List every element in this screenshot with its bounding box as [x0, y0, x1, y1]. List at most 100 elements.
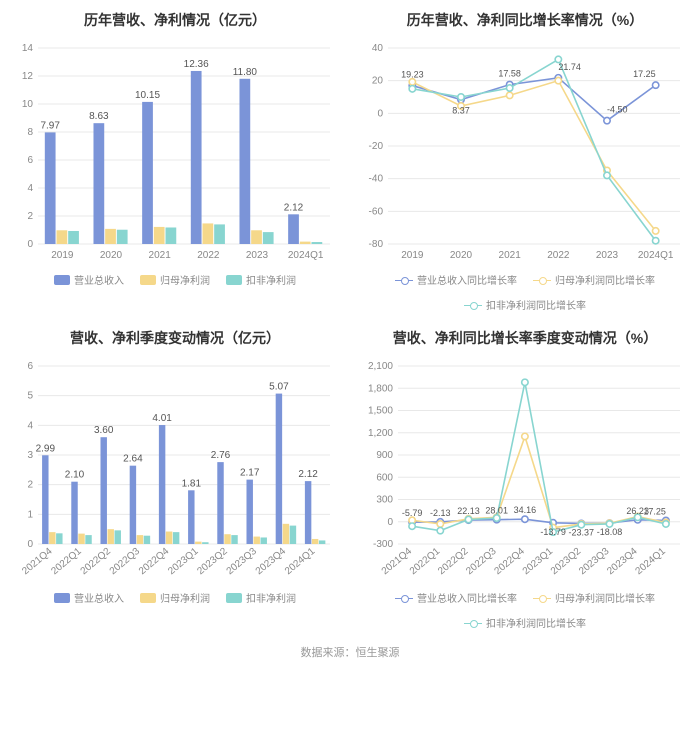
- svg-text:8.63: 8.63: [89, 111, 109, 122]
- chart3-svg-wrap: 01234562021Q42.992022Q12.102022Q23.60202…: [8, 356, 342, 586]
- svg-text:28.01: 28.01: [485, 506, 508, 516]
- svg-text:2020: 2020: [450, 250, 473, 261]
- legend-item: 归母净利润同比增长率: [533, 272, 655, 287]
- svg-text:40: 40: [372, 43, 384, 54]
- chart1-legend: 营业总收入 归母净利润 扣非净利润: [8, 272, 342, 287]
- legend-label: 归母净利润: [160, 590, 210, 605]
- svg-text:2024Q1: 2024Q1: [638, 250, 674, 261]
- legend-swatch-line: [533, 275, 551, 285]
- legend-swatch-rect: [226, 593, 242, 603]
- svg-text:2.64: 2.64: [123, 454, 143, 465]
- legend-item: 扣非净利润: [226, 272, 296, 287]
- chart3-title: 营收、净利季度变动情况（亿元）: [8, 328, 342, 348]
- panel-annual-growth: 历年营收、净利同比增长率情况（%） -80-60-40-200204020192…: [350, 0, 700, 318]
- svg-text:2.76: 2.76: [211, 450, 231, 461]
- svg-text:2022Q1: 2022Q1: [49, 546, 84, 578]
- chart3-legend: 营业总收入归母净利润扣非净利润: [8, 590, 342, 605]
- legend-swatch-rect: [226, 275, 242, 285]
- chart2-svg-wrap: -80-60-40-200204020192020202120222023202…: [358, 38, 692, 268]
- svg-text:8: 8: [27, 127, 33, 138]
- svg-text:2021Q4: 2021Q4: [380, 546, 415, 578]
- panel-quarterly-revenue: 营收、净利季度变动情况（亿元） 01234562021Q42.992022Q12…: [0, 318, 350, 636]
- svg-text:2022Q3: 2022Q3: [108, 546, 143, 578]
- svg-text:22.13: 22.13: [457, 506, 480, 516]
- svg-text:2023Q2: 2023Q2: [195, 546, 230, 578]
- legend-swatch-line: [464, 618, 482, 628]
- svg-text:-80: -80: [369, 239, 384, 250]
- svg-text:4.01: 4.01: [152, 413, 172, 424]
- svg-text:2023Q2: 2023Q2: [549, 546, 584, 578]
- chart1-title: 历年营收、净利情况（亿元）: [8, 10, 342, 30]
- legend-label: 扣非净利润同比增长率: [486, 297, 586, 312]
- legend-item: 营业总收入同比增长率: [395, 590, 517, 605]
- svg-text:3.60: 3.60: [94, 425, 114, 436]
- svg-text:-300: -300: [373, 539, 393, 550]
- svg-text:2.12: 2.12: [298, 469, 318, 480]
- svg-text:12: 12: [22, 71, 34, 82]
- legend-swatch-rect: [54, 593, 70, 603]
- svg-text:2: 2: [27, 211, 33, 222]
- svg-text:2024Q1: 2024Q1: [633, 546, 668, 578]
- legend-item: 营业总收入同比增长率: [395, 272, 517, 287]
- svg-text:2022Q2: 2022Q2: [436, 546, 471, 578]
- svg-text:2022Q2: 2022Q2: [79, 546, 114, 578]
- svg-text:6: 6: [27, 155, 33, 166]
- svg-text:-2.13: -2.13: [430, 508, 451, 518]
- panel-quarterly-growth: 营收、净利同比增长率季度变动情况（%） -30003006009001,2001…: [350, 318, 700, 636]
- legend-label: 营业总收入: [74, 272, 124, 287]
- svg-text:1,800: 1,800: [368, 383, 393, 394]
- svg-text:2023Q1: 2023Q1: [166, 546, 201, 578]
- legend-item: 营业总收入: [54, 272, 124, 287]
- legend-label: 扣非净利润: [246, 590, 296, 605]
- svg-text:-23.37: -23.37: [569, 527, 595, 537]
- svg-text:4: 4: [27, 420, 33, 431]
- svg-text:-60: -60: [369, 206, 384, 217]
- svg-text:2023Q4: 2023Q4: [605, 546, 640, 578]
- svg-text:2021Q4: 2021Q4: [20, 546, 55, 578]
- legend-item: 扣非净利润: [226, 590, 296, 605]
- svg-text:-5.79: -5.79: [402, 508, 423, 518]
- chart1-svg-wrap: 0246810121420197.9720208.63202110.152022…: [8, 38, 342, 268]
- chart4-title: 营收、净利同比增长率季度变动情况（%）: [358, 328, 692, 348]
- svg-text:19.23: 19.23: [401, 70, 424, 80]
- svg-text:8.37: 8.37: [452, 106, 470, 116]
- svg-text:2022Q1: 2022Q1: [408, 546, 443, 578]
- svg-text:2023Q4: 2023Q4: [254, 546, 289, 578]
- svg-text:11.80: 11.80: [233, 67, 258, 78]
- legend-item: 归母净利润: [140, 272, 210, 287]
- svg-text:12.36: 12.36: [184, 59, 209, 70]
- svg-text:17.25: 17.25: [633, 69, 656, 79]
- svg-text:2021: 2021: [499, 250, 522, 261]
- legend-label: 营业总收入同比增长率: [417, 272, 517, 287]
- legend-label: 营业总收入同比增长率: [417, 590, 517, 605]
- data-source-footer: 数据来源：恒生聚源: [0, 636, 700, 674]
- legend-item: 扣非净利润同比增长率: [464, 297, 586, 312]
- svg-text:2024Q1: 2024Q1: [283, 546, 318, 578]
- svg-text:-13.79: -13.79: [540, 527, 566, 537]
- svg-text:21.74: 21.74: [558, 62, 581, 72]
- svg-text:1: 1: [27, 509, 33, 520]
- svg-text:3: 3: [27, 450, 33, 461]
- svg-text:4: 4: [27, 183, 33, 194]
- svg-text:-20: -20: [369, 141, 384, 152]
- legend-item: 归母净利润: [140, 590, 210, 605]
- legend-swatch-rect: [54, 275, 70, 285]
- legend-swatch-line: [395, 593, 413, 603]
- svg-text:0: 0: [27, 239, 33, 250]
- svg-text:7.97: 7.97: [40, 120, 60, 131]
- svg-text:2: 2: [27, 480, 33, 491]
- svg-text:5.07: 5.07: [269, 382, 289, 393]
- legend-swatch-line: [464, 300, 482, 310]
- svg-text:17.58: 17.58: [498, 69, 521, 79]
- chart2-title: 历年营收、净利同比增长率情况（%）: [358, 10, 692, 30]
- legend-item: 归母净利润同比增长率: [533, 590, 655, 605]
- chart4-svg-wrap: -30003006009001,2001,5001,8002,1002021Q4…: [358, 356, 692, 586]
- svg-text:14: 14: [22, 43, 34, 54]
- svg-text:2.12: 2.12: [284, 202, 304, 213]
- svg-text:1,200: 1,200: [368, 428, 393, 439]
- svg-text:2.17: 2.17: [240, 468, 260, 479]
- svg-text:6: 6: [27, 361, 33, 372]
- svg-text:20: 20: [372, 76, 384, 87]
- svg-text:2023Q1: 2023Q1: [521, 546, 556, 578]
- svg-text:2019: 2019: [401, 250, 424, 261]
